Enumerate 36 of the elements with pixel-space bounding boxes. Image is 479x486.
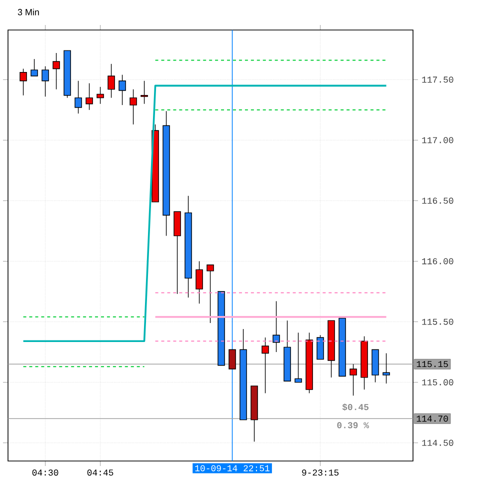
candlestick (262, 337, 269, 394)
y-tick-label: 115.50 (422, 318, 454, 325)
candlestick (294, 332, 302, 383)
candlestick (382, 352, 390, 384)
candlestick (350, 364, 357, 396)
candlestick (108, 64, 115, 98)
ref-line-label: 115.15 (416, 361, 448, 368)
annotation: 0.39 % (337, 422, 369, 428)
candlestick (52, 52, 60, 90)
candlestick (96, 86, 104, 104)
candlestick (20, 68, 27, 96)
x-tick-label: 10-09-14 22:51 (195, 465, 270, 472)
candlestick (130, 88, 137, 125)
x-tick-label: 9-23:15 (302, 470, 339, 476)
candlestick (118, 74, 126, 106)
y-tick-label: 116.50 (422, 198, 454, 204)
candlestick (228, 349, 236, 370)
candlestick (42, 66, 49, 97)
y-tick-label: 117.00 (422, 137, 454, 144)
y-tick-label: 117.50 (422, 76, 454, 83)
ref-line-label: 114.70 (416, 416, 448, 422)
candlestick (140, 80, 148, 104)
candlestick (196, 260, 203, 304)
x-tick-label: 04:45 (87, 470, 114, 476)
chart-title: 3 Min (18, 8, 39, 16)
candlestick (74, 80, 82, 114)
candlestick (272, 300, 280, 352)
annotation: $0.45 (342, 403, 369, 411)
candlestick (316, 334, 324, 360)
y-tick-label: 115.00 (422, 379, 454, 386)
y-tick-label: 114.50 (422, 440, 454, 446)
candlestick (86, 82, 93, 110)
x-tick-label: 04:30 (32, 470, 58, 476)
y-tick-label: 116.00 (422, 258, 454, 264)
candlestick (30, 58, 38, 76)
candlestick (206, 264, 214, 324)
